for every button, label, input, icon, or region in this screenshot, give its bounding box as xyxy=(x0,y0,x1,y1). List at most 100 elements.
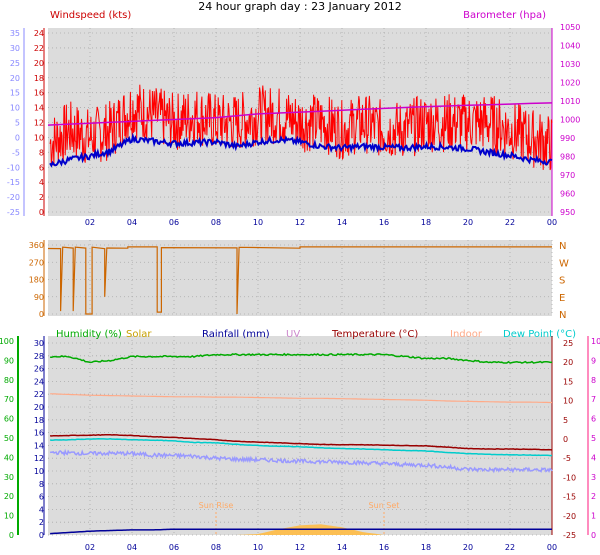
rain-y-tick: 10 xyxy=(34,467,44,476)
humidity-y-tick: 90 xyxy=(4,356,14,365)
humidity-y-tick: 0 xyxy=(9,531,14,540)
series-temperature xyxy=(49,433,553,451)
wind-y-tick: 24 xyxy=(34,29,44,38)
outer-y-tick: 35 xyxy=(10,29,20,38)
outer-y-tick: -10 xyxy=(7,163,20,172)
humidity-y-tick: 60 xyxy=(4,415,14,424)
humidity-y-tick: 70 xyxy=(4,395,14,404)
legend-item: Solar xyxy=(126,329,152,340)
series-dewpoint xyxy=(50,438,553,457)
dir-compass-label: S xyxy=(559,276,565,287)
outer-y-tick: 15 xyxy=(10,89,20,98)
temp-x-tick: 00 xyxy=(547,543,557,552)
uv-y-tick: 1 xyxy=(591,512,596,521)
legend-item: Dew Point (°C) xyxy=(503,329,576,340)
legend-item: Temperature (°C) xyxy=(331,329,418,340)
series-wind-direction xyxy=(47,246,552,315)
wind-y-tick: 4 xyxy=(39,178,44,187)
wind-y-tick: 10 xyxy=(34,133,44,142)
dir-compass-label: W xyxy=(559,258,569,269)
outer-y-tick: -25 xyxy=(7,208,20,217)
rain-y-tick: 28 xyxy=(34,352,44,361)
temp-x-tick: 20 xyxy=(463,543,473,552)
outer-y-tick: -15 xyxy=(7,178,20,187)
series-chill xyxy=(49,448,553,474)
outer-y-tick: -5 xyxy=(12,148,20,157)
temp-x-tick: 10 xyxy=(253,543,263,552)
temp-x-tick: 04 xyxy=(127,543,137,552)
wind-y-tick: 22 xyxy=(34,44,44,53)
temp-x-tick: 06 xyxy=(169,543,179,552)
uv-y-tick: 10 xyxy=(591,337,600,346)
temp-y-tick: 25 xyxy=(563,339,573,348)
baro-y-tick: 1040 xyxy=(560,42,580,51)
baro-y-tick: 1050 xyxy=(560,23,580,32)
series-barometer xyxy=(47,102,553,126)
sun-marker-label: Sun Rise xyxy=(199,501,234,510)
baro-y-tick: 1000 xyxy=(560,116,580,125)
page-title: 24 hour graph day : 23 January 2012 xyxy=(198,0,402,13)
baro-y-tick: 970 xyxy=(560,171,575,180)
humidity-y-tick: 100 xyxy=(0,337,14,346)
wind-x-tick: 06 xyxy=(169,218,179,227)
rain-y-tick: 8 xyxy=(39,480,44,489)
wind-x-tick: 12 xyxy=(295,218,305,227)
temp-x-tick: 18 xyxy=(421,543,431,552)
temp-y-tick: -20 xyxy=(563,512,576,521)
rain-y-tick: 6 xyxy=(39,493,44,502)
wind-x-tick: 22 xyxy=(505,218,515,227)
outer-y-tick: 10 xyxy=(10,104,20,113)
baro-y-tick: 990 xyxy=(560,134,575,143)
dir-y-tick: 270 xyxy=(29,258,44,267)
wind-y-tick: 20 xyxy=(34,59,44,68)
uv-y-tick: 0 xyxy=(591,531,596,540)
temp-y-tick: 20 xyxy=(563,358,573,367)
legend-item: Indoor xyxy=(450,329,483,340)
legend-item: Humidity (%) xyxy=(56,329,122,340)
baro-y-tick: 950 xyxy=(560,208,575,217)
dir-y-tick: 180 xyxy=(29,276,44,285)
rain-y-tick: 0 xyxy=(39,531,44,540)
temp-x-tick: 16 xyxy=(379,543,389,552)
series-humidity xyxy=(50,352,553,364)
wind-y-tick: 8 xyxy=(39,148,44,157)
wind-y-tick: 14 xyxy=(34,104,44,113)
series-rainfall xyxy=(50,528,552,535)
baro-y-tick: 980 xyxy=(560,153,575,162)
rain-y-tick: 4 xyxy=(39,505,44,514)
rain-y-tick: 16 xyxy=(34,429,44,438)
uv-y-tick: 9 xyxy=(591,356,596,365)
wind-x-tick: 16 xyxy=(379,218,389,227)
wind-y-tick: 0 xyxy=(39,208,44,217)
temp-x-tick: 22 xyxy=(505,543,515,552)
dir-y-tick: 360 xyxy=(29,241,44,250)
series-indoor xyxy=(50,393,552,404)
baro-y-tick: 1020 xyxy=(560,79,580,88)
rain-y-tick: 26 xyxy=(34,365,44,374)
wind-y-tick: 18 xyxy=(34,74,44,83)
humidity-y-tick: 30 xyxy=(4,473,14,482)
temp-y-tick: 15 xyxy=(563,377,573,386)
uv-y-tick: 4 xyxy=(591,453,596,462)
rain-y-tick: 30 xyxy=(34,339,44,348)
temp-y-tick: -15 xyxy=(563,493,576,502)
baro-title: Barometer (hpa) xyxy=(463,10,546,21)
outer-y-tick: 30 xyxy=(10,44,20,53)
temp-y-tick: -5 xyxy=(563,454,571,463)
temp-y-tick: -25 xyxy=(563,531,576,540)
dir-compass-label: E xyxy=(559,293,565,304)
outer-y-tick: -20 xyxy=(7,193,20,202)
outer-y-tick: 20 xyxy=(10,74,20,83)
temp-x-tick: 08 xyxy=(211,543,221,552)
series-windspeed xyxy=(49,84,553,171)
temp-x-tick: 14 xyxy=(337,543,347,552)
series-wind-average xyxy=(49,132,553,168)
uv-y-tick: 8 xyxy=(591,376,596,385)
outer-y-tick: 5 xyxy=(15,119,20,128)
wind-x-tick: 18 xyxy=(421,218,431,227)
humidity-y-tick: 80 xyxy=(4,376,14,385)
uv-y-tick: 2 xyxy=(591,492,596,501)
temp-x-tick: 12 xyxy=(295,543,305,552)
wind-y-tick: 6 xyxy=(39,163,44,172)
